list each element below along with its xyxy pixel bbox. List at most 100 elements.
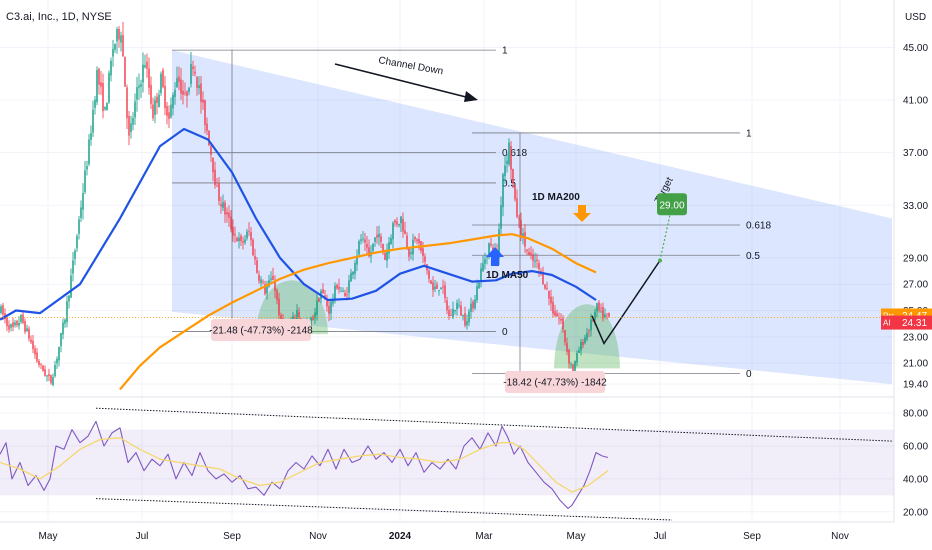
candle-body — [604, 314, 606, 317]
candle-body — [94, 99, 96, 108]
candle-body — [166, 105, 168, 116]
candle-body — [168, 112, 170, 120]
time-tick-label: Sep — [223, 531, 241, 542]
candle-body — [504, 165, 506, 177]
candle-body — [490, 243, 492, 246]
candle-body — [258, 274, 260, 281]
candle-body — [448, 310, 450, 317]
candle-body — [564, 330, 566, 343]
moving-averages-layer — [0, 127, 597, 391]
candle-body — [316, 300, 318, 315]
candle-body — [408, 248, 410, 257]
rsi-axis[interactable]: 80.00 60.00 40.00 20.00 — [903, 409, 928, 519]
candle-body — [560, 318, 562, 321]
candle-body — [20, 314, 22, 322]
candle-body — [488, 243, 490, 255]
price-tick-label: 33.00 — [903, 201, 928, 212]
candle-body — [72, 260, 74, 274]
fib-level-label: 0.618 — [502, 148, 527, 159]
candle-body — [80, 207, 82, 218]
candle-body — [524, 232, 526, 247]
candle-body — [108, 72, 110, 103]
candle-body — [374, 237, 376, 242]
candle-body — [346, 294, 348, 296]
candle-body — [128, 115, 130, 136]
time-tick-label: May — [39, 531, 58, 542]
candle-body — [194, 71, 196, 74]
fib-level-label: 0 — [502, 327, 508, 338]
candle-body — [382, 244, 384, 253]
candle-body — [56, 358, 58, 364]
candle-body — [134, 101, 136, 118]
rsi-tick-label: 20.00 — [903, 507, 928, 518]
candle-body — [122, 34, 124, 57]
candle-body — [450, 315, 452, 316]
candle-body — [422, 248, 424, 256]
candle-body — [384, 253, 386, 261]
candle-body — [74, 250, 76, 259]
target-badge — [657, 193, 687, 216]
candle-body — [140, 84, 142, 87]
candle-body — [512, 169, 514, 184]
candle-body — [260, 279, 262, 284]
candle-body — [264, 284, 266, 294]
candle-body — [588, 330, 590, 332]
candle-body — [248, 230, 250, 232]
ma50-label: 1D MA50 — [486, 270, 529, 281]
candle-body — [220, 204, 222, 207]
projection-path — [591, 260, 661, 345]
price-tag-value-box — [894, 315, 932, 330]
candle-body — [484, 259, 486, 264]
candle-body — [16, 320, 18, 326]
candle-body — [372, 243, 374, 251]
candle-body — [472, 301, 474, 309]
candle-body — [234, 233, 236, 236]
candle-body — [186, 91, 188, 96]
candle-body — [410, 252, 412, 255]
time-axis[interactable]: May Jul Sep Nov 2024 Mar May Jul Sep Nov — [39, 531, 849, 542]
candle-body — [600, 307, 602, 309]
candle-body — [550, 296, 552, 304]
candle-body — [486, 256, 488, 258]
candle-body — [566, 343, 568, 352]
candle-body — [538, 263, 540, 270]
price-tag-value: 24.31 — [902, 318, 927, 329]
candle-body — [326, 300, 328, 307]
candle-body — [418, 239, 420, 244]
fib-level-label: 1 — [502, 46, 508, 57]
fib-level-label: 1 — [746, 128, 752, 139]
candle-body — [8, 325, 10, 330]
candle-body — [208, 130, 210, 146]
candle-body — [416, 239, 418, 241]
candle-body — [570, 364, 572, 366]
candle-body — [552, 301, 554, 314]
price-tick-label: 27.00 — [903, 280, 928, 291]
candle-body — [104, 106, 106, 110]
candle-body — [508, 142, 510, 165]
candle-body — [218, 183, 220, 201]
measurement-text: -21.48 (-47.73%) -2148 — [209, 326, 313, 337]
candle-body — [502, 174, 504, 208]
candle-body — [18, 322, 20, 326]
candle-body — [474, 299, 476, 309]
candle-body — [76, 236, 78, 249]
candle-body — [96, 69, 98, 103]
candle-body — [50, 374, 52, 384]
candle-body — [244, 239, 246, 243]
candle-body — [528, 251, 530, 256]
candle-body — [578, 350, 580, 353]
candle-body — [60, 332, 62, 347]
candle-body — [392, 222, 394, 240]
candle-body — [558, 317, 560, 319]
moving-average-line — [119, 233, 597, 391]
candle-body — [118, 28, 120, 40]
candle-body — [58, 346, 60, 361]
candle-body — [84, 170, 86, 193]
candle-body — [368, 247, 370, 257]
candle-body — [146, 61, 148, 69]
candle-body — [200, 83, 202, 102]
fib-level-label: 0.618 — [746, 221, 771, 232]
candle-body — [252, 239, 254, 256]
candle-body — [90, 133, 92, 140]
